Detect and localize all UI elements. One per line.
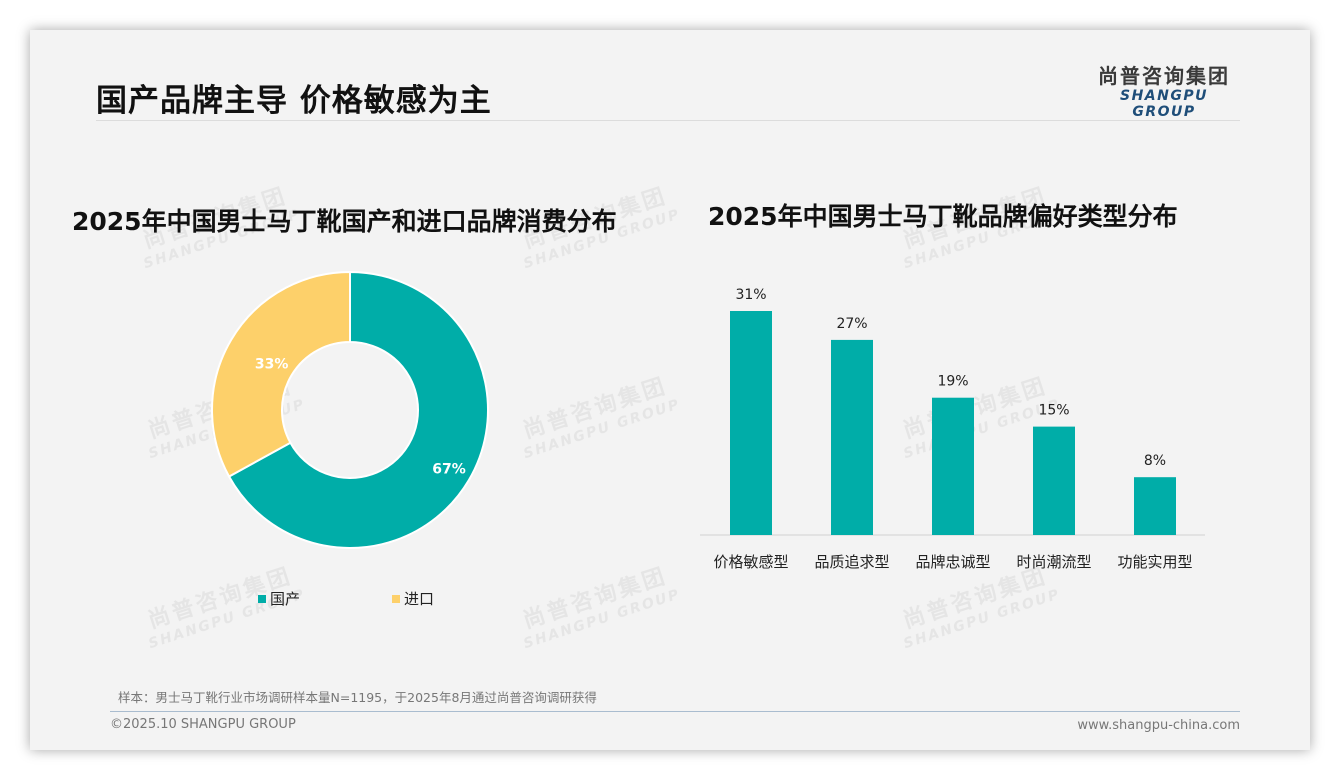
x-tick-label: 时尚潮流型 (1016, 553, 1091, 571)
bar (1134, 477, 1176, 535)
bar-value-label: 19% (937, 374, 968, 390)
bar (730, 311, 772, 535)
slide: 尚普咨询集团 SHANGPU GROUP 尚普咨询集团 SHANGPU GROUP … (30, 30, 1310, 750)
donut-chart: 67% 33% (211, 270, 489, 549)
x-tick-label: 品质追求型 (814, 553, 889, 571)
website-link: www.shangpu-china.com (1077, 718, 1240, 733)
bar-value-label: 8% (1144, 453, 1166, 469)
bar-value-label: 31% (735, 287, 766, 303)
donut-segment-import (211, 270, 351, 478)
legend-label-domestic: 国产 (270, 590, 301, 608)
bar (1033, 426, 1075, 535)
copyright: ©2025.10 SHANGPU GROUP (110, 717, 296, 732)
page-title: 国产品牌主导 价格敏感为主 (96, 83, 492, 119)
bar-chart-title: 2025年中国男士马丁靴品牌偏好类型分布 (708, 202, 1178, 231)
donut-segment-domestic (227, 270, 489, 549)
x-tick-label: 功能实用型 (1117, 553, 1192, 571)
footer-divider (110, 711, 1240, 712)
sample-footnote: 样本：男士马丁靴行业市场调研样本量N=1195，于2025年8月通过尚普咨询调研… (118, 690, 597, 705)
title-divider (96, 120, 1240, 121)
legend-label-import: 进口 (404, 590, 435, 608)
company-logo: 尚普咨询集团 SHANGPU GROUP (1088, 64, 1240, 120)
donut-label-import: 33% (255, 357, 289, 373)
bar-chart: 31% 价格敏感型 27% 品质追求型 19% 品牌忠诚型 15% 时尚潮流型 8% 功能实用型 (700, 287, 1205, 571)
legend-swatch-import (392, 594, 400, 603)
logo-cn: 尚普咨询集团 (1098, 64, 1230, 88)
donut-chart-title: 2025年中国男士马丁靴国产和进口品牌消费分布 (72, 207, 617, 236)
logo-en: SHANGPU GROUP (1120, 88, 1208, 120)
legend-item-import: 进口 (392, 588, 434, 609)
x-tick-label: 品牌忠诚型 (915, 553, 990, 571)
bar-value-label: 15% (1038, 403, 1069, 419)
bar-value-label: 27% (836, 316, 867, 332)
donut-label-domestic: 67% (432, 462, 466, 478)
x-tick-label: 价格敏感型 (713, 553, 788, 571)
legend-swatch-domestic (258, 594, 266, 603)
bar (932, 397, 974, 535)
bar (831, 339, 873, 535)
legend-item-domestic: 国产 (258, 588, 300, 609)
